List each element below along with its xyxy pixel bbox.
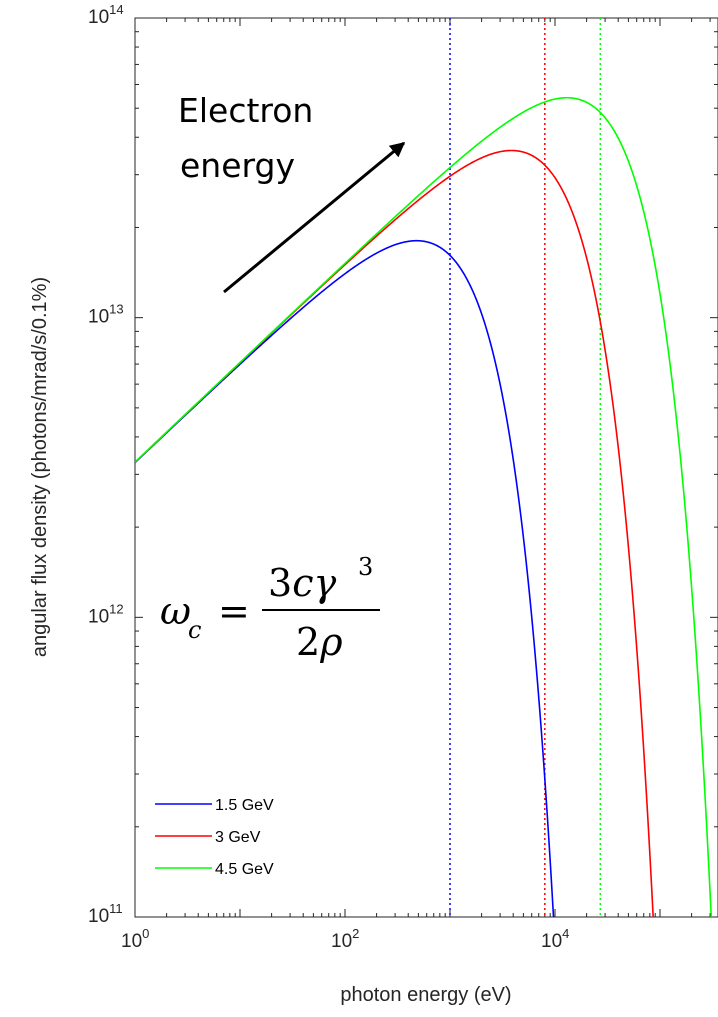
y-tick-label-0: 1011 [88, 901, 123, 927]
formula-numerator: 3cγ [268, 561, 336, 605]
formula-exponent: 3 [358, 553, 373, 581]
legend-label-3: 4.5 GeV [215, 861, 274, 878]
formula-equals: = [218, 589, 250, 633]
formula-subscript-c: c [188, 616, 201, 644]
plot-area [134, 17, 718, 918]
legend-item-2: 3 GeV [155, 829, 261, 846]
series-curves [135, 96, 713, 917]
annotation-line-1: Electron [178, 91, 313, 130]
y-tick-label-2: 1013 [88, 302, 124, 328]
x-axis-label: photon energy (eV) [340, 984, 511, 1006]
x-tick-label-0: 100 [121, 926, 149, 952]
arrow-icon [223, 141, 406, 294]
annotation-line-2: energy [180, 146, 295, 185]
legend: 1.5 GeV 3 GeV 4.5 GeV [155, 797, 274, 878]
y-tick-label-3: 1014 [88, 2, 124, 28]
x-tick-label-2: 104 [541, 926, 569, 952]
y-tick-label-1: 1012 [88, 601, 124, 627]
x-tick-labels: 100 102 104 [121, 926, 569, 952]
y-axis-label: angular flux density (photons/mrad/s/0.1… [29, 277, 51, 657]
formula-denominator: 2ρ [296, 620, 343, 664]
legend-item-1: 1.5 GeV [155, 797, 274, 814]
electron-energy-annotation: Electron energy [178, 91, 406, 294]
formula-omega: ω [160, 589, 191, 633]
y-tick-labels: 1011 1012 1013 1014 [88, 2, 124, 927]
critical-frequency-formula: ω c = 3cγ 3 2ρ [160, 553, 380, 664]
legend-label-1: 1.5 GeV [215, 797, 274, 814]
legend-label-2: 3 GeV [215, 829, 261, 846]
x-tick-label-1: 102 [331, 926, 359, 952]
series-line-3 [135, 96, 713, 917]
legend-item-3: 4.5 GeV [155, 861, 274, 878]
